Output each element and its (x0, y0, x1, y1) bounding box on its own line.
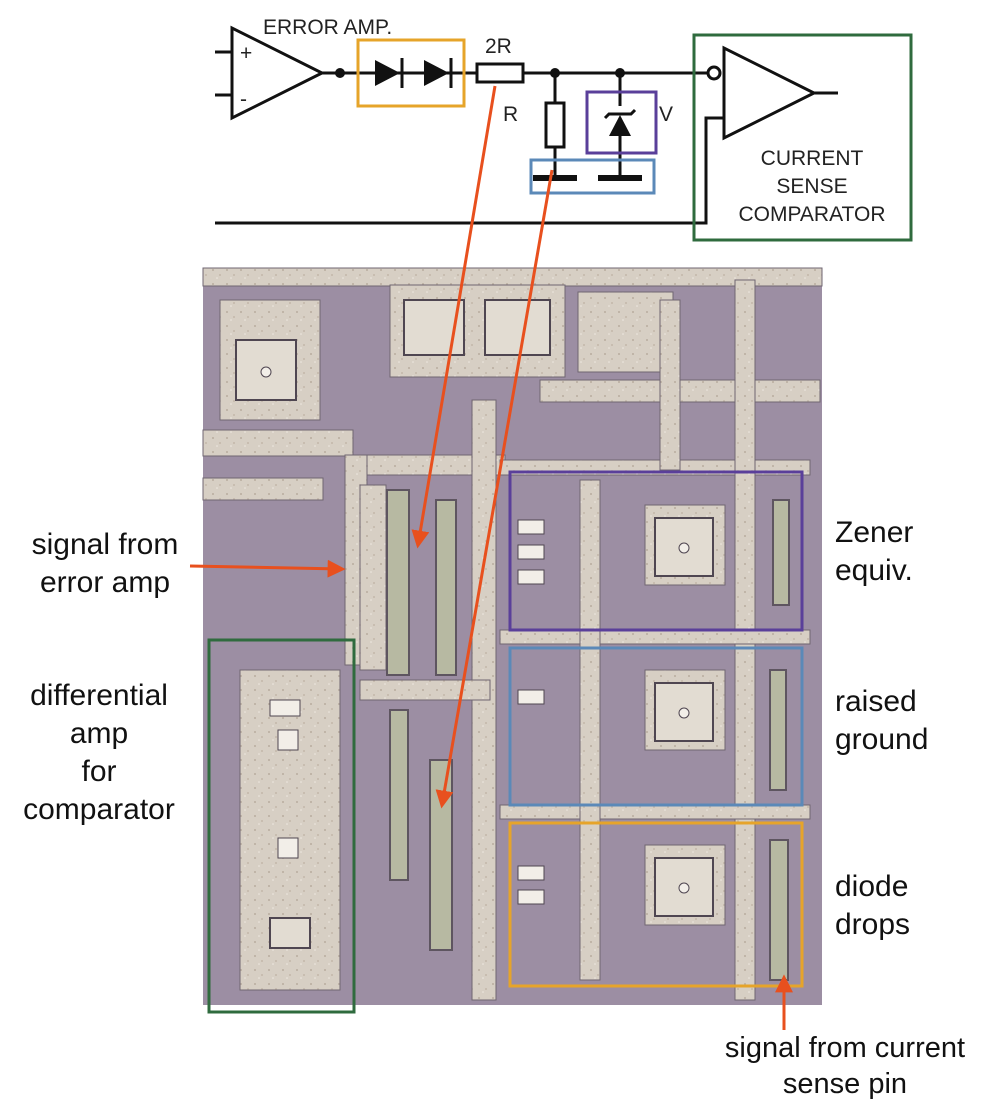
resistor-r-label: R (503, 103, 518, 126)
zener-bar (603, 108, 637, 120)
zener-equiv-label: Zener equiv. (835, 516, 914, 587)
resistor-2r-symbol (475, 62, 525, 84)
die-photo (202, 267, 823, 1005)
inverting-bubble (706, 65, 722, 81)
diode-drops-label: diode drops (835, 870, 911, 941)
schematic (215, 25, 838, 225)
ground-highlight-box (529, 158, 656, 195)
resistor-2r-label: 2R (485, 35, 512, 58)
comparator-label-line-3: COMPARATOR (738, 203, 885, 226)
minus-sign: - (240, 88, 247, 111)
comparator-highlight-box (692, 33, 913, 242)
diode-drops-box (508, 821, 804, 988)
differential-amp-box (207, 638, 356, 1014)
differential-amp-label: differential amp for comparator (23, 679, 175, 826)
comparator-symbol (722, 45, 818, 141)
signal-from-current-sense-label: signal from current sense pin (724, 1032, 966, 1100)
signal-from-error-amp-label: signal from error amp (31, 528, 179, 599)
plus-sign: + (240, 42, 252, 65)
diode-2-symbol (424, 60, 449, 86)
zener-symbol (609, 115, 631, 136)
arrow-error-amp-signal (189, 559, 346, 578)
arrows (189, 85, 793, 1030)
junction-dot (335, 68, 345, 78)
zener-equiv-box (508, 470, 804, 632)
resistor-r-symbol (544, 101, 566, 149)
comparator-label-line-1: CURRENT (761, 147, 864, 170)
wire-current-sense (215, 116, 724, 225)
raised-ground-box (508, 646, 804, 807)
error-amp-label: ERROR AMP. (263, 16, 392, 39)
arrow-r-to-die (435, 169, 554, 809)
error-amp-symbol (230, 25, 326, 121)
diode-1-symbol (375, 60, 400, 86)
comparator-label-line-2: SENSE (776, 175, 847, 198)
zener-v-label: V (659, 103, 673, 126)
zener-highlight-box (585, 90, 658, 155)
raised-ground-label: raised ground (835, 685, 929, 756)
diodes-highlight-box (356, 38, 466, 108)
arrow-2r-to-die (411, 85, 497, 549)
